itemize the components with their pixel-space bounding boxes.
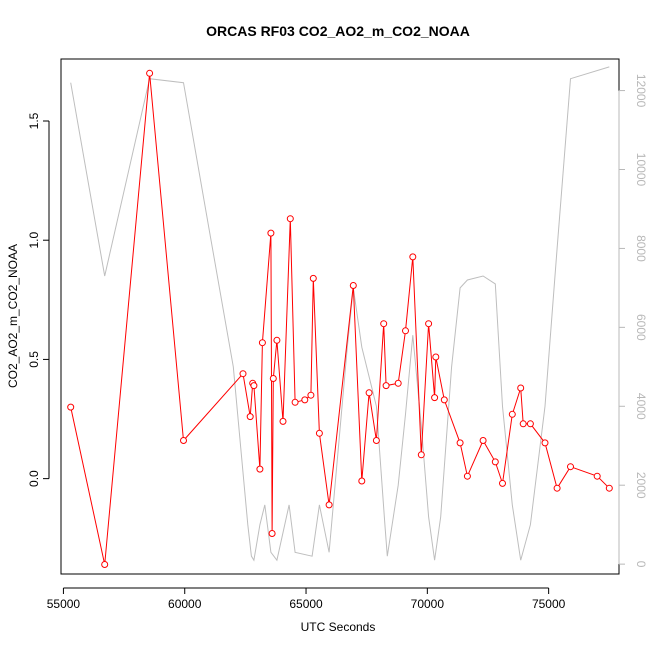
x-axis-label: UTC Seconds xyxy=(301,620,376,634)
data-point xyxy=(553,484,561,492)
data-point xyxy=(380,320,388,328)
data-point xyxy=(508,410,516,418)
x-tick-label: 65000 xyxy=(289,597,323,611)
y-tick-label: 1.0 xyxy=(27,232,41,249)
data-point xyxy=(425,320,433,328)
data-point xyxy=(358,477,366,485)
x-axis: 55000 60000 65000 70000 75000 xyxy=(47,587,566,611)
data-point xyxy=(250,382,258,390)
data-point xyxy=(394,379,402,387)
data-point xyxy=(382,382,390,390)
data-point xyxy=(101,561,109,568)
data-point xyxy=(526,420,534,428)
data-point xyxy=(479,437,487,444)
secondary-series-line xyxy=(70,66,610,562)
data-point xyxy=(256,465,264,473)
x-tick-label: 55000 xyxy=(47,597,81,611)
data-point xyxy=(325,501,333,509)
data-point xyxy=(432,353,440,361)
y2-tick-label: 2000 xyxy=(634,472,648,499)
data-point xyxy=(372,437,380,444)
data-point xyxy=(417,451,425,459)
y2-tick-label: 8000 xyxy=(634,235,648,262)
data-point xyxy=(258,339,266,347)
y2-tick-label: 10000 xyxy=(634,153,648,187)
data-point xyxy=(315,429,323,437)
data-point xyxy=(309,274,317,282)
data-point xyxy=(519,420,527,428)
data-point xyxy=(456,439,464,447)
data-point xyxy=(268,530,276,537)
y2-tick-label: 0 xyxy=(634,561,648,568)
data-point xyxy=(593,472,601,480)
chart-title: ORCAS RF03 CO2_AO2_m_CO2_NOAA xyxy=(206,23,470,39)
series-primary xyxy=(67,69,613,568)
data-point xyxy=(463,472,471,480)
data-point xyxy=(273,336,281,344)
data-point xyxy=(517,384,525,392)
data-point xyxy=(291,398,299,406)
data-point xyxy=(365,389,373,397)
y2-tick-label: 6000 xyxy=(634,314,648,341)
plot-frame xyxy=(60,58,620,575)
data-point xyxy=(267,229,275,237)
data-point xyxy=(279,417,287,425)
data-point xyxy=(349,282,357,289)
y-axis: 0.0 0.5 1.0 1.5 xyxy=(27,112,50,487)
data-point xyxy=(301,396,309,404)
data-point xyxy=(180,437,187,444)
data-point xyxy=(567,463,574,471)
data-point xyxy=(605,484,613,492)
data-point xyxy=(307,391,315,399)
x-tick-label: 60000 xyxy=(168,597,202,611)
data-point xyxy=(239,370,247,378)
data-point xyxy=(440,396,448,404)
y2-axis: 0 2000 4000 6000 8000 10000 12000 xyxy=(618,74,648,568)
data-point xyxy=(269,375,277,382)
y-tick-label: 0.0 xyxy=(27,470,41,487)
x-tick-label: 70000 xyxy=(411,597,445,611)
x-tick-label: 75000 xyxy=(532,597,566,611)
y-axis-label: CO2_AO2_m_CO2_NOAA xyxy=(6,244,20,388)
data-point xyxy=(402,327,409,335)
data-point xyxy=(67,403,75,411)
data-point xyxy=(409,253,417,261)
primary-series-line xyxy=(70,73,610,565)
y-tick-label: 0.5 xyxy=(27,351,41,368)
y2-tick-label: 12000 xyxy=(634,74,648,108)
y2-tick-label: 4000 xyxy=(634,393,648,420)
data-point xyxy=(541,439,549,447)
data-point xyxy=(146,69,154,77)
data-point xyxy=(431,394,439,402)
data-point xyxy=(286,215,294,223)
series-secondary xyxy=(70,66,610,562)
data-point xyxy=(246,413,254,421)
y-tick-label: 1.5 xyxy=(27,112,41,129)
data-point xyxy=(491,458,499,466)
data-point xyxy=(499,479,506,487)
